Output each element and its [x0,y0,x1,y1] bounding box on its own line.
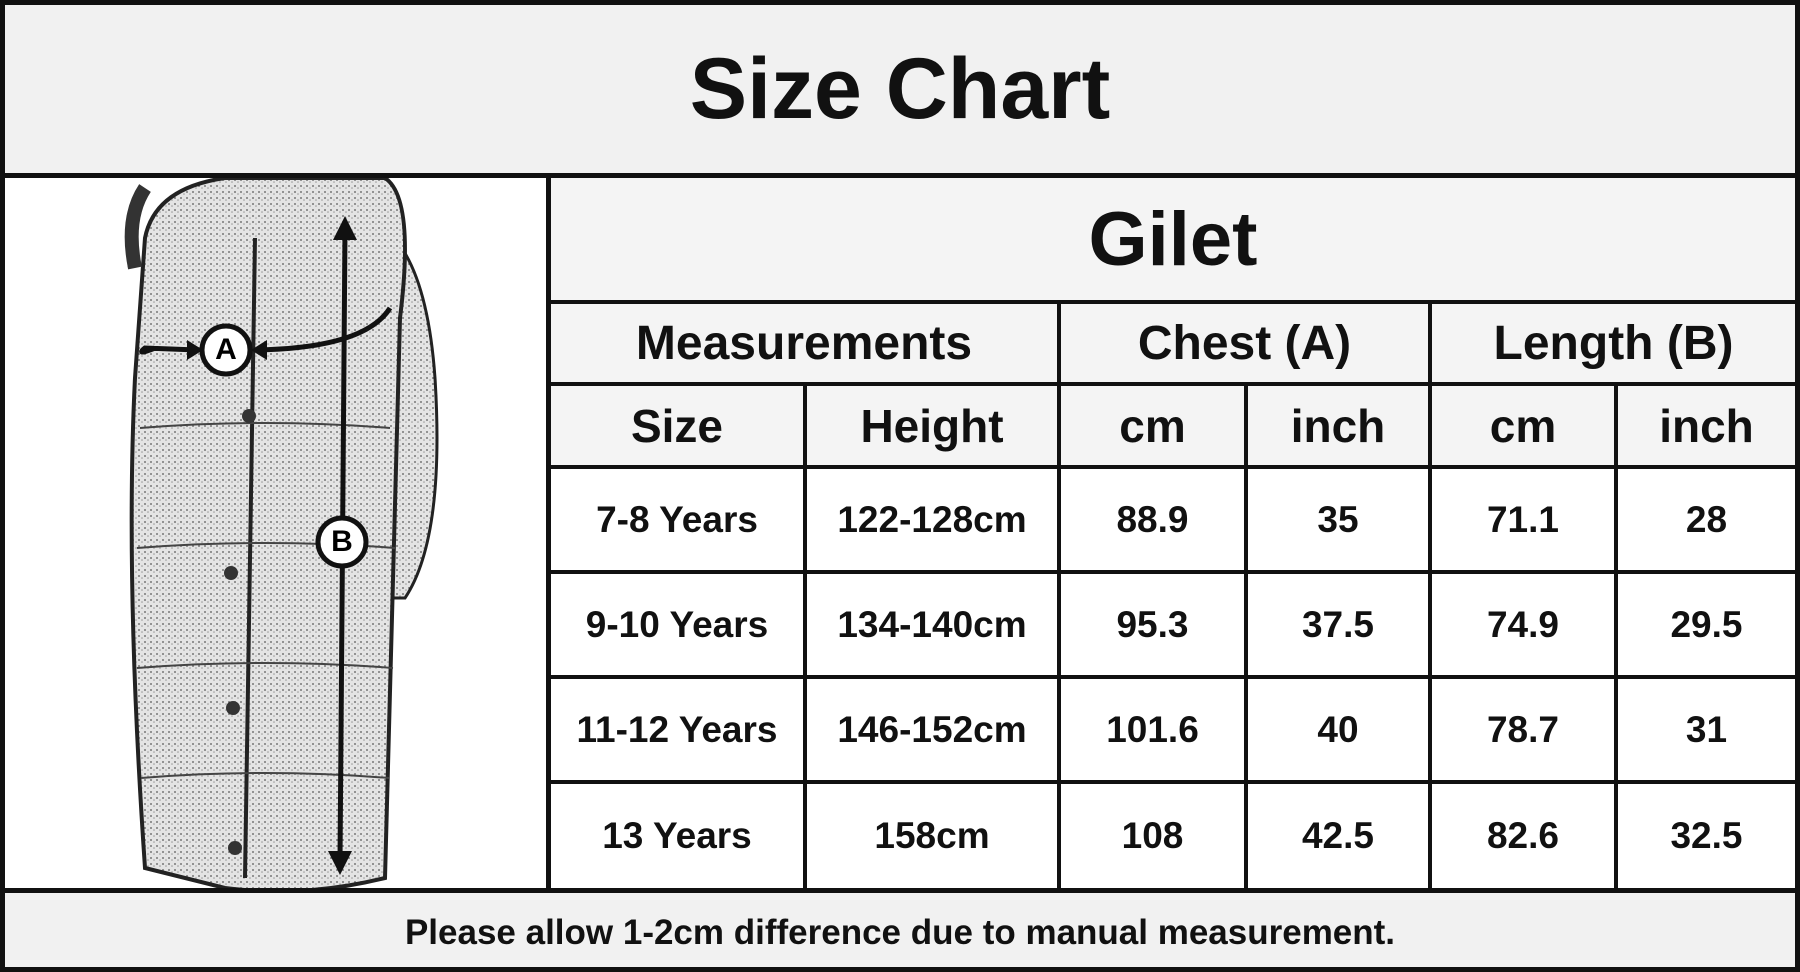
table-cell: 122-128cm [807,469,1057,570]
footer-note: Please allow 1-2cm difference due to man… [5,888,1795,972]
table-cell: 11-12 Years [551,679,803,780]
table-cell: 42.5 [1248,784,1428,888]
column-header: Size [551,386,803,465]
group-header: Measurements [551,304,1057,382]
table-cell: 71.1 [1432,469,1614,570]
group-header: Length (B) [1432,304,1795,382]
table-cell: 101.6 [1061,679,1244,780]
table-cell: 108 [1061,784,1244,888]
table-cell: 37.5 [1248,574,1428,675]
column-header: Height [807,386,1057,465]
vest-drawing: A B [124,176,439,894]
column-header: cm [1061,386,1244,465]
table-cell: 35 [1248,469,1428,570]
column-header: cm [1432,386,1614,465]
page-title: Size Chart [5,5,1795,178]
table-cell: 74.9 [1432,574,1614,675]
column-header: inch [1248,386,1428,465]
marker-b [315,515,369,569]
table-cell: 95.3 [1061,574,1244,675]
table-cell: 82.6 [1432,784,1614,888]
table-cell: 146-152cm [807,679,1057,780]
table-cell: 78.7 [1432,679,1614,780]
table-cell: 32.5 [1618,784,1795,888]
size-table: Gilet Measurements Chest (A) Length (B) Size… [551,178,1795,888]
table-cell: 134-140cm [807,574,1057,675]
table-cell: 28 [1618,469,1795,570]
group-header: Chest (A) [1061,304,1428,382]
table-cell: 13 Years [551,784,803,888]
table-title: Gilet [551,178,1795,300]
table-cell: 9-10 Years [551,574,803,675]
marker-a [199,323,253,377]
table-cell: 7-8 Years [551,469,803,570]
table-cell: 40 [1248,679,1428,780]
table-cell: 29.5 [1618,574,1795,675]
table-cell: 88.9 [1061,469,1244,570]
column-header: inch [1618,386,1795,465]
table-cell: 31 [1618,679,1795,780]
marker-label: B [331,525,353,558]
table-cell: 158cm [807,784,1057,888]
marker-label: A [215,333,237,366]
illustration: A B [5,176,551,894]
